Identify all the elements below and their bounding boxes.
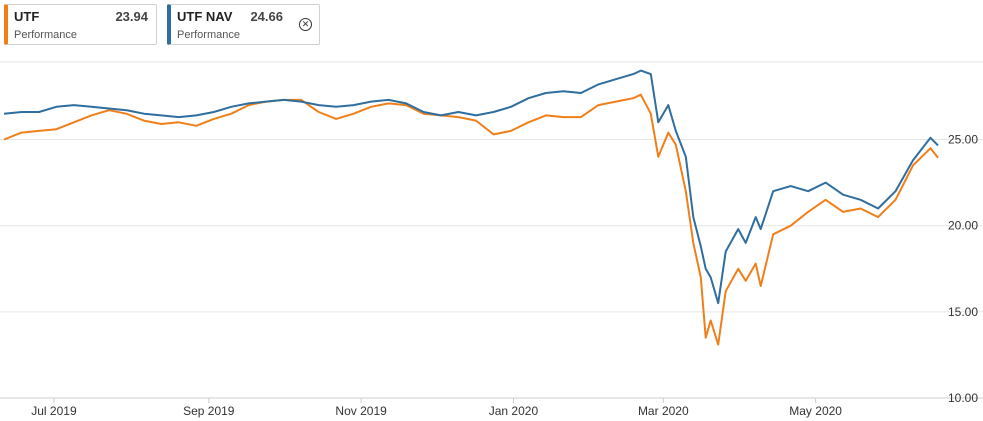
legend-item-value: 24.66 — [250, 9, 283, 24]
close-circle-icon[interactable]: ✕ — [299, 18, 312, 31]
series-layer — [3, 69, 939, 346]
x-tick-label: Sep 2019 — [183, 404, 235, 418]
series-line-utf — [3, 93, 939, 346]
y-tick-label: 20.00 — [948, 219, 978, 233]
legend-item-sublabel: Performance — [14, 29, 77, 41]
grid — [0, 61, 983, 399]
legend-item-utf-nav[interactable]: UTF NAV 24.66 Performance ✕ — [167, 4, 320, 45]
x-tick-label: Jul 2019 — [31, 404, 77, 418]
x-tick-label: Mar 2020 — [638, 404, 689, 418]
y-tick-label: 25.00 — [948, 133, 978, 147]
y-axis: 25.00 20.00 15.00 10.00 — [948, 133, 978, 405]
x-axis: Jul 2019 Sep 2019 Nov 2019 Jan 2020 Mar 2020… — [31, 398, 842, 418]
x-tick-label: Nov 2019 — [335, 404, 387, 418]
y-tick-label: 15.00 — [948, 305, 978, 319]
x-tick-label: Jan 2020 — [489, 404, 539, 418]
legend-item-name: UTF NAV — [177, 9, 233, 24]
legend-item-sublabel: Performance — [177, 29, 240, 41]
x-tick-label: May 2020 — [789, 404, 842, 418]
y-tick-label: 10.00 — [948, 391, 978, 405]
legend-item-utf[interactable]: UTF 23.94 Performance — [4, 4, 157, 45]
series-line-utf-nav — [3, 69, 939, 305]
legend-item-name: UTF — [14, 9, 40, 24]
legend-item-value: 23.94 — [115, 9, 148, 24]
